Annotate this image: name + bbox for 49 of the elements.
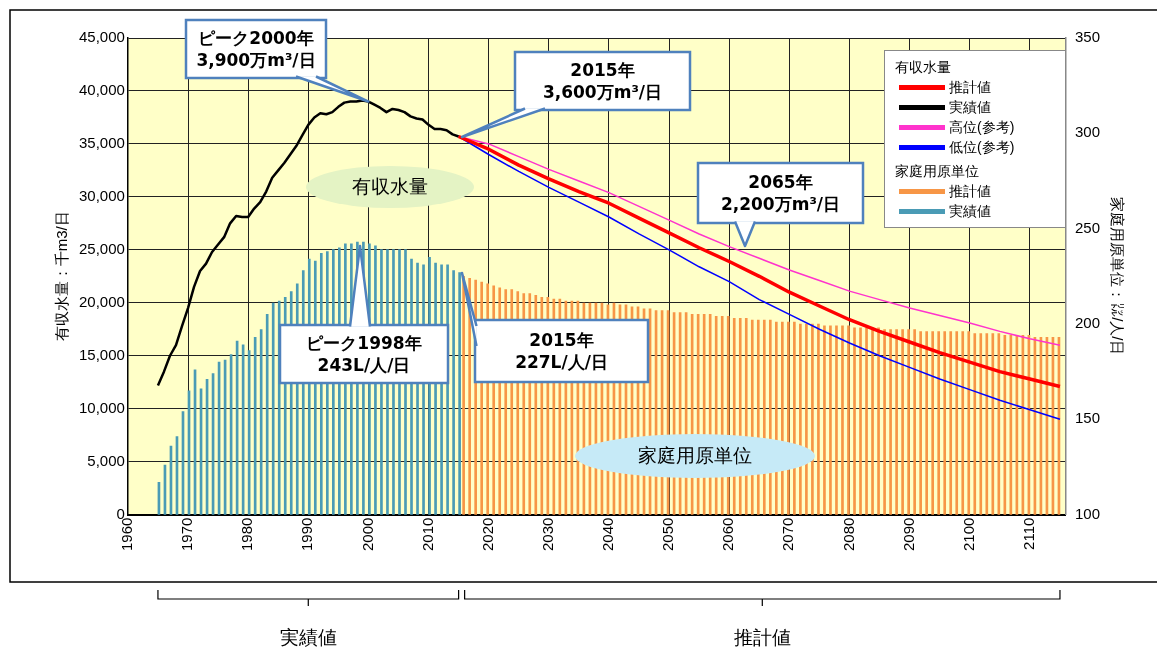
x-tick-label: 2060 <box>719 517 737 552</box>
y2-tick-label: 250 <box>1074 218 1100 236</box>
x-tick-label: 2110 <box>1020 517 1038 550</box>
x-tick-label: 2090 <box>899 517 917 552</box>
x-tick-label: 2010 <box>418 517 436 552</box>
legend-label: 実績値 <box>948 98 991 117</box>
y2-tick-label: 150 <box>1074 409 1100 427</box>
annotation: 有収水量 <box>351 175 429 199</box>
annotation: ピーク1998年 243L/人/日 <box>280 325 448 383</box>
x-tick-label: 1970 <box>178 517 196 552</box>
legend-label: 推計値 <box>948 182 991 201</box>
y-tick-label: 40,000 <box>78 81 125 99</box>
x-tick-label: 2040 <box>599 517 617 552</box>
y-tick-label: 5,000 <box>87 451 125 469</box>
x-tick-label: 2000 <box>358 517 376 552</box>
text: 実績値 <box>278 626 338 650</box>
y2-tick-label: 200 <box>1074 314 1100 332</box>
legend-title: 有収水量 <box>894 58 952 77</box>
y2-tick-label: 350 <box>1074 28 1100 46</box>
y2-tick-label: 100 <box>1074 504 1100 522</box>
y-tick-label: 45,000 <box>78 28 125 46</box>
x-tick-label: 2030 <box>538 517 556 552</box>
legend-label: 推計値 <box>948 78 991 97</box>
y2-tick-label: 300 <box>1074 123 1100 141</box>
legend-label: 低位(参考) <box>948 138 1015 157</box>
x-tick-label: 1980 <box>238 517 256 552</box>
text: 推計値 <box>732 626 792 650</box>
x-tick-label: 2050 <box>659 517 677 552</box>
y-axis-title: 有収水量：千m3/日 <box>53 211 71 342</box>
y2-axis-title: 家庭用原単位：㍑/人/日 <box>1108 197 1126 356</box>
x-tick-label: 2100 <box>959 517 977 552</box>
x-tick-label: 2070 <box>779 517 797 552</box>
x-tick-label: 2020 <box>478 517 496 552</box>
y-tick-label: 25,000 <box>78 239 125 257</box>
legend-label: 高位(参考) <box>948 118 1015 137</box>
y-tick-label: 30,000 <box>78 187 125 205</box>
annotation: ピーク2000年 3,900万m³/日 <box>186 20 326 78</box>
x-tick-label: 2080 <box>839 517 857 552</box>
y-tick-label: 10,000 <box>78 398 125 416</box>
annotation: 2065年 2,200万m³/日 <box>698 163 863 223</box>
y-tick-label: 35,000 <box>78 134 125 152</box>
legend-label: 実績値 <box>948 202 991 221</box>
y-tick-label: 15,000 <box>78 345 125 363</box>
y-tick-label: 20,000 <box>78 292 125 310</box>
annotation: 2015年 3,600万m³/日 <box>515 52 690 110</box>
annotation: 2015年 227L/人/日 <box>475 320 648 382</box>
annotation: 家庭用原単位 <box>894 162 980 181</box>
x-tick-label: 1990 <box>298 517 316 552</box>
annotation: 家庭用原単位 <box>637 444 753 468</box>
